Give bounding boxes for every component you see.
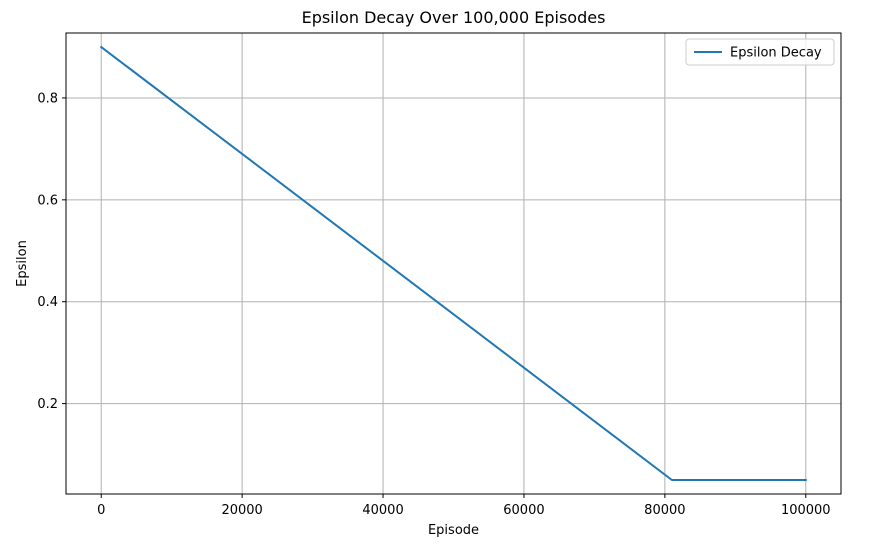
x-tick-label: 80000 [644, 503, 685, 518]
x-axis-label: Episode [428, 523, 479, 538]
x-tick-label: 100000 [781, 503, 831, 518]
grid [66, 33, 841, 494]
y-tick-label: 0.6 [37, 193, 58, 208]
legend: Epsilon Decay [685, 38, 835, 66]
x-tick-label: 60000 [503, 503, 544, 518]
x-axis-ticks: 0 20000 40000 60000 80000 100000 [97, 494, 831, 518]
y-axis-ticks: 0.2 0.4 0.6 0.8 [37, 91, 66, 412]
y-axis-label: Epsilon [15, 240, 30, 287]
legend-box [685, 38, 835, 66]
series-line-epsilon-decay [99, 45, 807, 481]
y-tick-label: 0.4 [37, 295, 58, 310]
chart-title: Epsilon Decay Over 100,000 Episodes [302, 8, 606, 27]
x-tick-label: 20000 [221, 503, 262, 518]
x-tick-label: 0 [97, 503, 105, 518]
x-tick-label: 40000 [362, 503, 403, 518]
y-tick-label: 0.8 [37, 91, 58, 106]
legend-label: Epsilon Decay [730, 46, 822, 61]
y-tick-label: 0.2 [37, 397, 58, 412]
plot-area-frame [65, 32, 842, 495]
series-layer [99, 45, 807, 481]
